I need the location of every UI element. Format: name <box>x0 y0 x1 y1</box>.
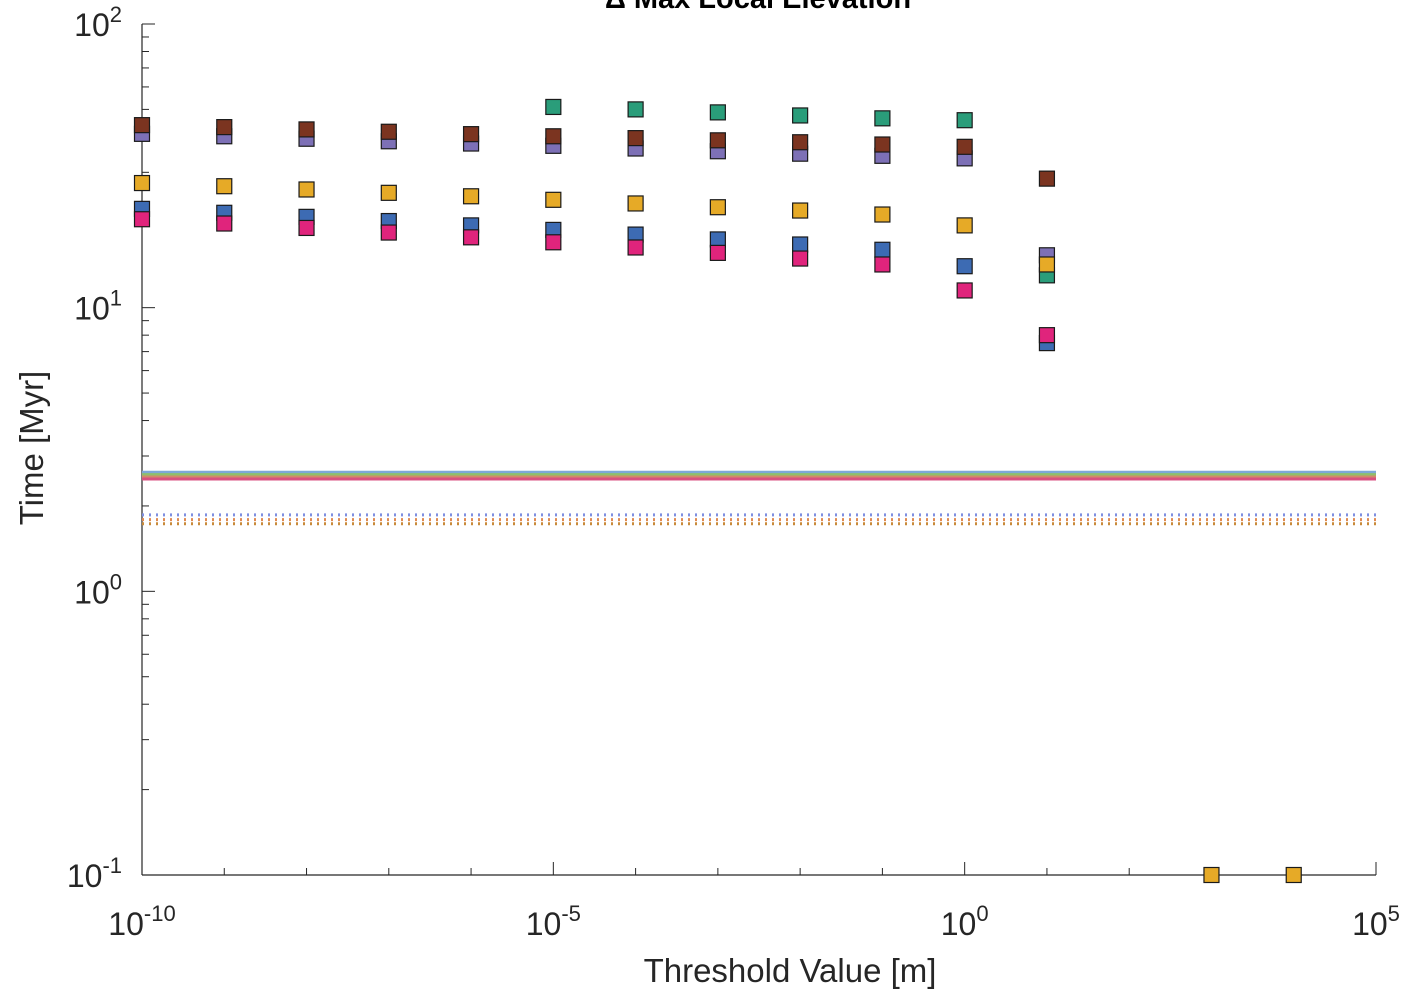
data-point <box>133 211 151 228</box>
data-point <box>792 107 809 124</box>
data-point <box>956 258 973 275</box>
data-point <box>133 117 151 134</box>
axes <box>141 23 1377 876</box>
data-point <box>874 256 891 273</box>
x-axis-title: Threshold Value [m] <box>644 952 937 989</box>
x-tick-exponent: -10 <box>144 901 176 926</box>
data-point <box>545 191 562 208</box>
data-point <box>709 104 726 121</box>
data-point <box>1038 327 1056 344</box>
data-point <box>380 184 397 201</box>
y-tick-base: 10 <box>74 291 110 327</box>
data-point <box>1285 866 1302 884</box>
x-tick-label: 10-5 <box>526 901 581 942</box>
y-tick-exponent: -1 <box>102 853 122 878</box>
data-point <box>1203 866 1220 884</box>
y-tick-label: 100 <box>74 569 122 610</box>
reference-lines <box>142 470 1376 526</box>
y-tick-exponent: 0 <box>110 569 122 594</box>
data-point <box>956 217 973 234</box>
data-point <box>545 98 562 116</box>
data-point <box>462 188 480 205</box>
data-point <box>627 239 644 256</box>
x-tick-label: 105 <box>1352 901 1400 942</box>
data-point <box>874 136 891 153</box>
data-point <box>792 250 809 267</box>
data-markers <box>133 98 1302 884</box>
data-point <box>792 236 809 253</box>
data-point <box>874 110 891 127</box>
data-point <box>1038 256 1056 273</box>
y-tick-label: 101 <box>74 286 122 327</box>
data-point <box>462 126 480 143</box>
y-tick-exponent: 2 <box>110 2 122 27</box>
data-point <box>709 199 726 216</box>
data-point <box>709 244 726 261</box>
x-tick-base: 10 <box>526 906 562 942</box>
data-point <box>956 282 973 299</box>
x-tick-exponent: 0 <box>976 901 988 926</box>
x-tick-base: 10 <box>941 906 977 942</box>
data-point <box>380 224 397 241</box>
data-point <box>627 130 644 147</box>
data-point <box>627 101 644 118</box>
data-point <box>1038 170 1056 187</box>
data-point <box>216 178 233 195</box>
y-tick-base: 10 <box>74 574 110 610</box>
y-axis-title: Time [Myr] <box>13 371 50 526</box>
y-tick-base: 10 <box>74 7 110 43</box>
y-tick-label: 102 <box>74 2 122 43</box>
data-point <box>298 181 315 198</box>
y-tick-label: 10-1 <box>67 853 122 894</box>
x-tick-base: 10 <box>1352 906 1388 942</box>
data-point <box>298 219 315 237</box>
data-point <box>709 231 726 248</box>
data-point <box>545 128 562 145</box>
data-point <box>380 123 397 140</box>
data-point <box>956 138 973 155</box>
x-tick-base: 10 <box>108 906 144 942</box>
data-point <box>709 132 726 149</box>
data-point <box>627 195 644 212</box>
data-point <box>956 112 973 129</box>
y-tick-base: 10 <box>67 858 103 894</box>
x-tick-exponent: -5 <box>561 901 581 926</box>
chart-title: Δ Max Local Elevation <box>605 0 911 15</box>
data-point <box>545 234 562 251</box>
data-point <box>216 215 233 232</box>
data-point <box>216 119 233 136</box>
y-tick-exponent: 1 <box>110 286 122 311</box>
x-tick-label: 10-10 <box>108 901 175 942</box>
data-point <box>462 229 480 246</box>
data-point <box>874 206 891 223</box>
data-point <box>792 202 809 219</box>
x-tick-exponent: 5 <box>1388 901 1400 926</box>
data-point <box>133 174 151 192</box>
data-point <box>792 134 809 151</box>
data-point <box>874 241 891 258</box>
x-tick-label: 100 <box>941 901 989 942</box>
data-point <box>298 121 315 138</box>
